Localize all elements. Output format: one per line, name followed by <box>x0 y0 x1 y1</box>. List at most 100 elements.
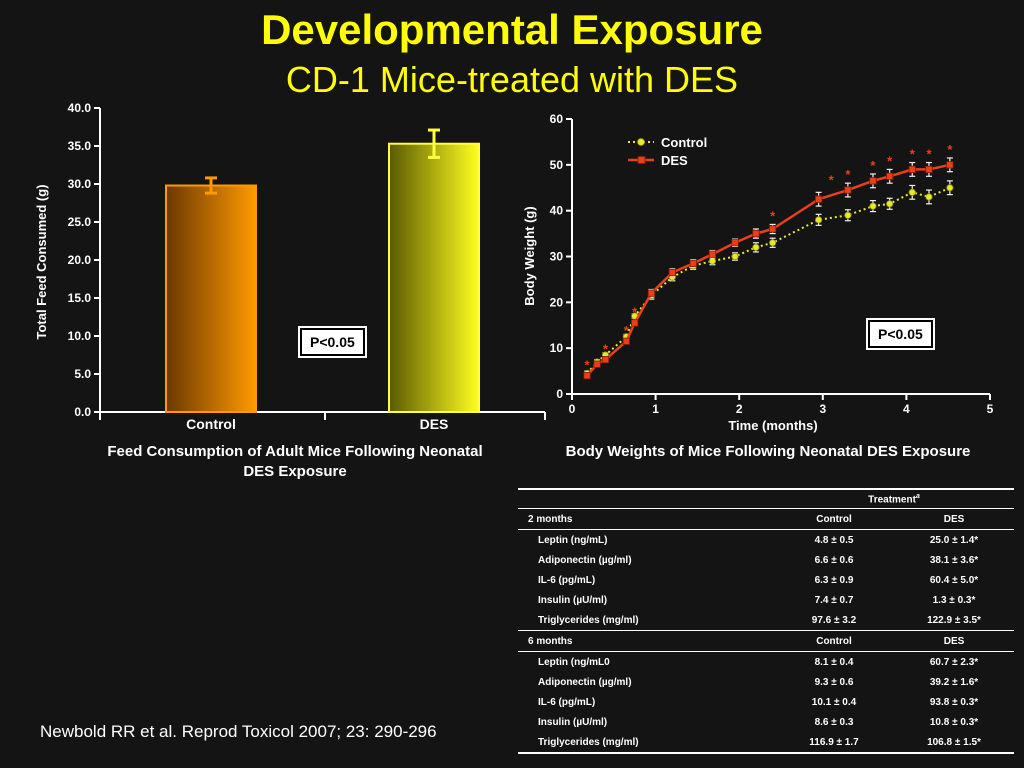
column-control: Control <box>774 630 894 652</box>
des-value: 60.7 ± 2.3* <box>929 656 979 668</box>
line-y-tick-label: 60 <box>550 112 564 126</box>
line-chart-pvalue: P<0.05 <box>866 318 935 350</box>
row-label: Triglycerides (mg/ml) <box>538 614 639 626</box>
control-point <box>869 202 877 210</box>
legend-des-label: DES <box>661 153 688 168</box>
row-label: Insulin (µU/ml) <box>538 594 608 606</box>
significance-asterisk: * <box>585 357 591 372</box>
column-des: DES <box>894 630 1014 652</box>
significance-asterisk: * <box>887 153 893 168</box>
line-y-tick-label: 20 <box>550 295 564 309</box>
line-chart-caption: Body Weights of Mice Following Neonatal … <box>565 443 971 460</box>
des-point <box>601 356 610 364</box>
des-point <box>647 289 656 297</box>
des-point <box>769 225 777 233</box>
line-y-tick-label: 10 <box>550 341 564 355</box>
citation: Newbold RR et al. Reprod Toxicol 2007; 2… <box>40 722 437 741</box>
row-label: IL-6 (pg/mL) <box>538 574 596 586</box>
bar-category-label: Control <box>186 416 236 432</box>
des-value: 39.2 ± 1.6* <box>929 676 979 688</box>
line-x-tick-label: 5 <box>987 402 994 416</box>
bar-chart-caption: Feed Consumption of Adult Mice Following… <box>107 443 483 480</box>
bar-y-tick-label: 5.0 <box>74 367 91 381</box>
table-row: Adiponectin (µg/ml) 6.6 ± 0.6 38.1 ± 3.6* <box>518 550 1014 570</box>
bar-y-tick-label: 20.0 <box>68 253 92 267</box>
control-point <box>708 257 717 265</box>
significance-asterisk: * <box>947 142 953 157</box>
legend-control-label: Control <box>661 135 707 150</box>
control-point <box>844 211 852 219</box>
des-point <box>689 259 697 267</box>
line-x-tick-label: 4 <box>903 402 910 416</box>
line-y-tick-label: 30 <box>550 250 564 264</box>
significance-asterisk: * <box>770 208 776 223</box>
slide-subtitle: CD-1 Mice-treated with DES <box>285 59 739 100</box>
line-x-tick-label: 0 <box>569 402 576 416</box>
des-point <box>844 186 852 194</box>
significance-asterisk: * <box>624 323 630 338</box>
control-value: 7.4 ± 0.7 <box>814 594 854 606</box>
row-label: Insulin (µU/ml) <box>538 716 608 728</box>
bar-des <box>388 142 480 413</box>
control-value: 9.3 ± 0.6 <box>814 676 854 688</box>
control-point <box>908 188 916 196</box>
control-point <box>815 216 823 224</box>
bar-y-tick-label: 35.0 <box>68 139 92 153</box>
bar-y-tick-label: 0.0 <box>74 405 91 419</box>
hormone-table: Treatmenta 2 months Control DES Leptin (ng/… <box>518 488 1014 754</box>
control-point <box>925 193 933 201</box>
significance-asterisk: * <box>845 167 851 182</box>
significance-asterisk: * <box>603 341 609 356</box>
bar-y-tick-label: 10.0 <box>68 329 92 343</box>
des-value: 122.9 ± 3.5* <box>927 614 981 626</box>
table-section-row: 6 months Control DES <box>518 630 1014 652</box>
control-point <box>886 200 894 208</box>
control-point <box>946 184 954 192</box>
des-value: 25.0 ± 1.4* <box>929 534 979 546</box>
des-point <box>631 319 639 327</box>
des-point <box>946 161 954 169</box>
control-value: 10.1 ± 0.4 <box>811 696 857 708</box>
control-point <box>752 243 760 251</box>
table-section-row: 2 months Control DES <box>518 508 1014 530</box>
row-label: Adiponectin (µg/ml) <box>538 676 632 688</box>
line-x-tick-label: 1 <box>652 402 659 416</box>
line-y-axis-label: Body Weight (g) <box>522 206 537 305</box>
des-value: 106.8 ± 1.5* <box>894 732 1014 754</box>
column-des: DES <box>894 508 1014 530</box>
table-row: Insulin (µU/ml) 7.4 ± 0.7 1.3 ± 0.3* <box>518 590 1014 610</box>
des-value: 93.8 ± 0.3* <box>929 696 979 708</box>
line-x-axis-label: Time (months) <box>728 418 817 433</box>
control-point <box>769 239 777 247</box>
table-row: Insulin (µU/ml) 8.6 ± 0.3 10.8 ± 0.3* <box>518 712 1014 732</box>
section-label: 6 months <box>518 630 774 652</box>
des-value: 10.8 ± 0.3* <box>929 716 979 728</box>
significance-asterisk: * <box>926 147 932 162</box>
control-value: 116.9 ± 1.7 <box>774 732 894 754</box>
row-label: Triglycerides (mg/ml) <box>518 732 774 754</box>
bar-y-tick-label: 30.0 <box>68 177 92 191</box>
column-control: Control <box>774 508 894 530</box>
des-point <box>908 165 916 174</box>
significance-asterisk: * <box>829 172 835 187</box>
significance-asterisk: * <box>632 305 638 320</box>
section-label: 2 months <box>518 508 774 530</box>
control-value: 8.1 ± 0.4 <box>814 656 854 668</box>
table-row: IL-6 (pg/mL) 6.3 ± 0.9 60.4 ± 5.0* <box>518 570 1014 590</box>
treatment-header-sup: a <box>915 492 920 500</box>
line-y-tick-label: 40 <box>550 204 564 218</box>
des-point <box>731 239 739 247</box>
line-y-tick-label: 50 <box>550 158 564 172</box>
table-row: Adiponectin (µg/ml) 9.3 ± 0.6 39.2 ± 1.6* <box>518 672 1014 692</box>
significance-asterisk: * <box>910 147 916 162</box>
control-point <box>731 252 739 261</box>
des-point <box>708 250 717 258</box>
control-value: 6.3 ± 0.9 <box>814 574 854 586</box>
des-value: 38.1 ± 3.6* <box>929 554 979 566</box>
des-point <box>752 229 760 238</box>
table-row: Triglycerides (mg/ml) 116.9 ± 1.7 106.8 ± … <box>518 732 1014 754</box>
line-y-tick-label: 0 <box>556 387 563 401</box>
line-x-tick-label: 3 <box>819 402 826 416</box>
legend-control-marker <box>637 138 645 146</box>
